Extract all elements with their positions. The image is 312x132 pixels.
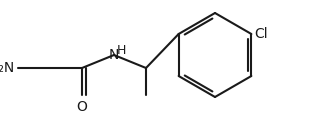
Text: O: O [76,100,87,114]
Text: H₂N: H₂N [0,61,15,75]
Text: Cl: Cl [254,27,268,41]
Text: N: N [109,48,119,62]
Text: H: H [116,44,126,56]
